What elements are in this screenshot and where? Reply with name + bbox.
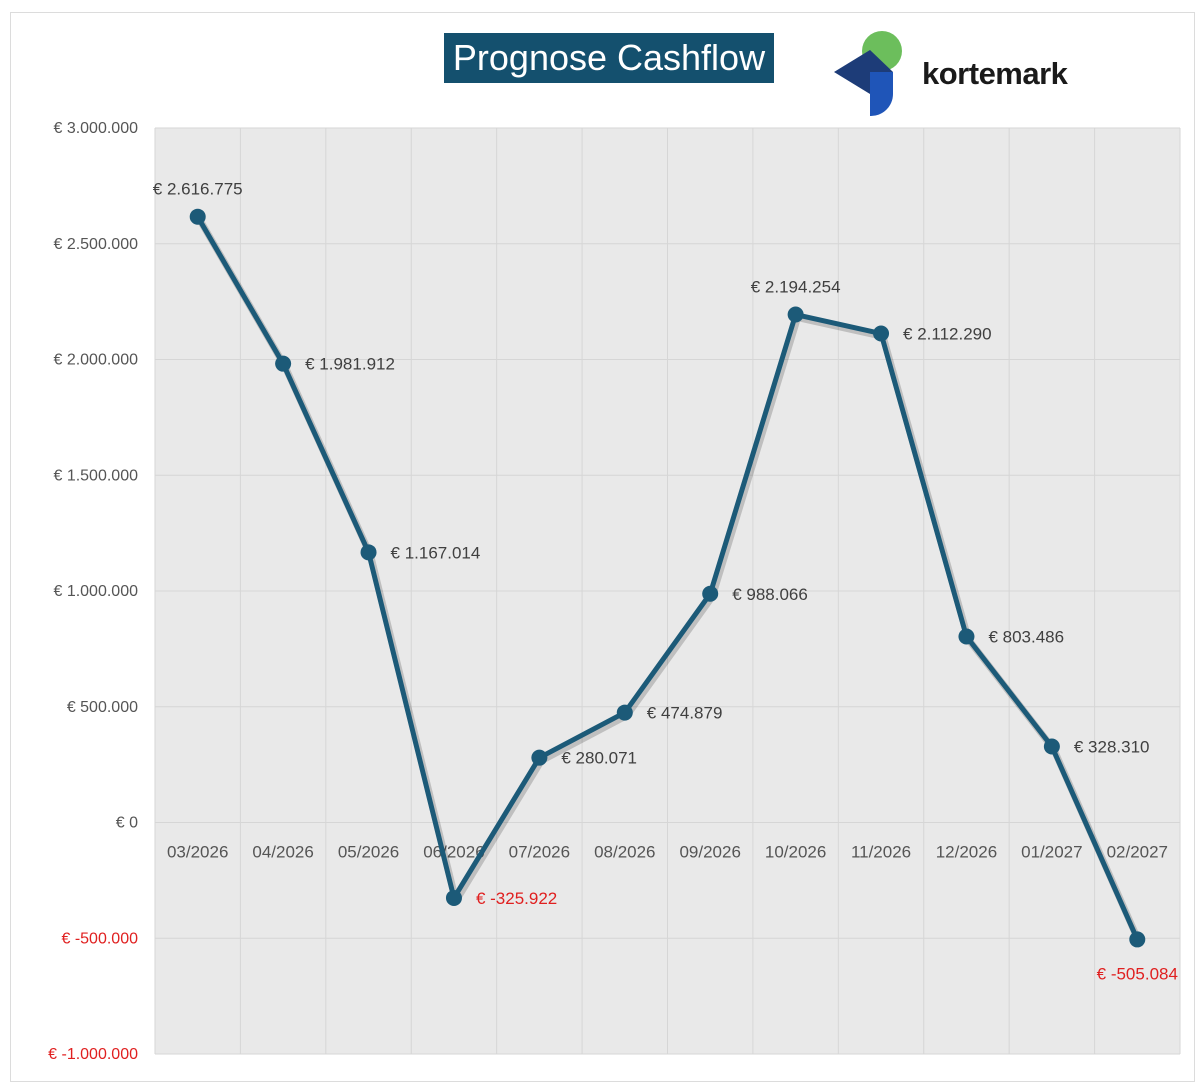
data-label: € 1.167.014 — [391, 543, 481, 562]
x-tick-label: 03/2026 — [167, 843, 228, 862]
data-label: € 280.071 — [561, 749, 637, 768]
data-point — [787, 306, 804, 323]
y-tick-label: € -1.000.000 — [48, 1046, 138, 1063]
y-tick-label: € 3.000.000 — [53, 120, 138, 137]
data-label: € 803.486 — [988, 627, 1064, 646]
y-tick-label: € 0 — [116, 815, 138, 832]
data-label: € 1.981.912 — [305, 355, 395, 374]
data-label: € -505.084 — [1097, 964, 1178, 983]
data-point — [1043, 738, 1060, 755]
x-tick-label: 04/2026 — [252, 843, 313, 862]
logo-text: kortemark — [922, 56, 1068, 91]
x-tick-label: 08/2026 — [594, 843, 655, 862]
gridlines — [154, 127, 1181, 1055]
data-label: € 2.112.290 — [903, 325, 992, 344]
data-point — [702, 585, 719, 602]
x-tick-label: 07/2026 — [509, 843, 570, 862]
data-point — [1129, 931, 1146, 948]
chart-title: Prognose Cashflow — [444, 33, 774, 83]
x-tick-label: 06/2026 — [423, 843, 484, 862]
x-tick-label: 05/2026 — [338, 843, 399, 862]
data-label: € 2.194.254 — [751, 278, 841, 297]
y-tick-label: € -500.000 — [61, 930, 138, 947]
series-cashflow — [189, 208, 1146, 948]
data-point — [958, 628, 975, 645]
data-label: € -325.922 — [476, 889, 557, 908]
y-axis: € 3.000.000 € 2.500.000 € 2.000.000 € 1.500… — [48, 120, 138, 1063]
data-point — [531, 749, 548, 766]
x-tick-label: 09/2026 — [679, 843, 740, 862]
y-tick-label: € 1.000.000 — [53, 583, 138, 600]
data-labels: € 2.616.775 € 1.981.912 € 1.167.014 € -325.… — [153, 180, 1178, 984]
x-tick-label: 10/2026 — [765, 843, 826, 862]
y-tick-label: € 1.500.000 — [53, 467, 138, 484]
y-tick-label: € 500.000 — [67, 699, 138, 716]
y-tick-label: € 2.000.000 — [53, 352, 138, 369]
y-tick-label: € 2.500.000 — [53, 236, 138, 253]
x-tick-label: 11/2026 — [851, 843, 911, 862]
data-label: € 328.310 — [1074, 737, 1150, 756]
data-point — [873, 325, 890, 342]
data-label: € 474.879 — [647, 704, 723, 723]
data-point — [616, 704, 633, 721]
data-point — [445, 889, 462, 906]
data-point — [189, 208, 206, 225]
data-label: € 988.066 — [732, 585, 808, 604]
data-label: € 2.616.775 — [153, 180, 243, 199]
logo-mark-icon — [834, 31, 902, 117]
x-tick-label: 01/2027 — [1021, 843, 1082, 862]
series-line — [195, 215, 1140, 941]
kortemark-logo: kortemark — [830, 28, 1090, 128]
x-tick-label: 02/2027 — [1107, 843, 1168, 862]
data-point — [275, 355, 292, 372]
x-axis: 03/2026 04/2026 05/2026 06/2026 07/2026 08/20… — [167, 843, 1168, 862]
data-point — [360, 544, 377, 561]
x-tick-label: 12/2026 — [936, 843, 997, 862]
